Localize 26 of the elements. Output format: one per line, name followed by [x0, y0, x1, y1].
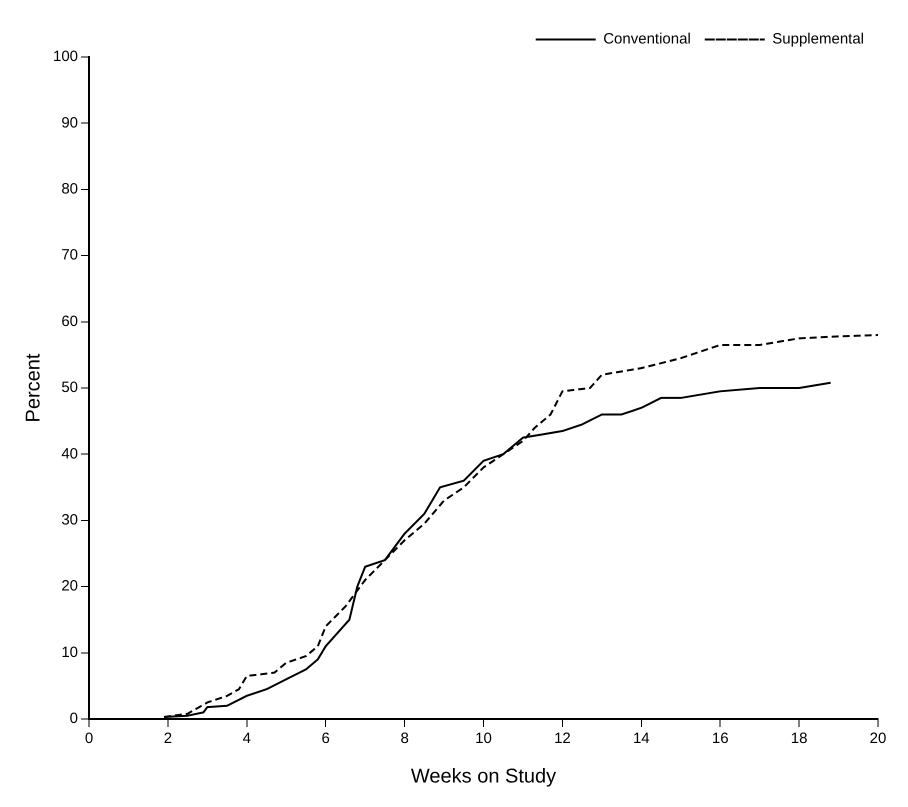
x-tick-label: 6	[322, 730, 330, 748]
x-tick-label: 0	[84, 730, 94, 748]
x-axis-title: Weeks on Study	[410, 766, 556, 788]
y-tick-label: 10	[61, 644, 78, 661]
x-tick-label: 10	[475, 730, 492, 748]
y-tick-label: 100	[52, 48, 78, 66]
x-tick-label: 8	[400, 730, 409, 748]
legend-label: Supplemental	[772, 30, 864, 48]
y-tick-label: 0	[70, 710, 78, 728]
y-tick-label: 20	[61, 578, 78, 595]
x-tick-label: 14	[632, 730, 650, 748]
y-axis-title: Percent	[22, 353, 45, 422]
x-tick-label: 20	[870, 730, 886, 748]
y-tick-label: 90	[61, 114, 78, 132]
x-tick-label: 2	[164, 730, 172, 748]
legend-label: Conventional	[603, 30, 691, 48]
x-tick-label: 16	[712, 730, 729, 748]
x-tick-label: 12	[554, 730, 571, 748]
y-tick-label: 50	[61, 379, 78, 396]
x-tick-label: 4	[242, 730, 251, 748]
y-tick-label: 30	[61, 512, 78, 529]
y-tick-label: 80	[61, 180, 78, 198]
y-tick-label: 60	[61, 312, 78, 330]
x-tick-label: 18	[790, 730, 808, 748]
y-tick-label: 70	[61, 246, 78, 264]
y-tick-label: 40	[61, 445, 78, 462]
